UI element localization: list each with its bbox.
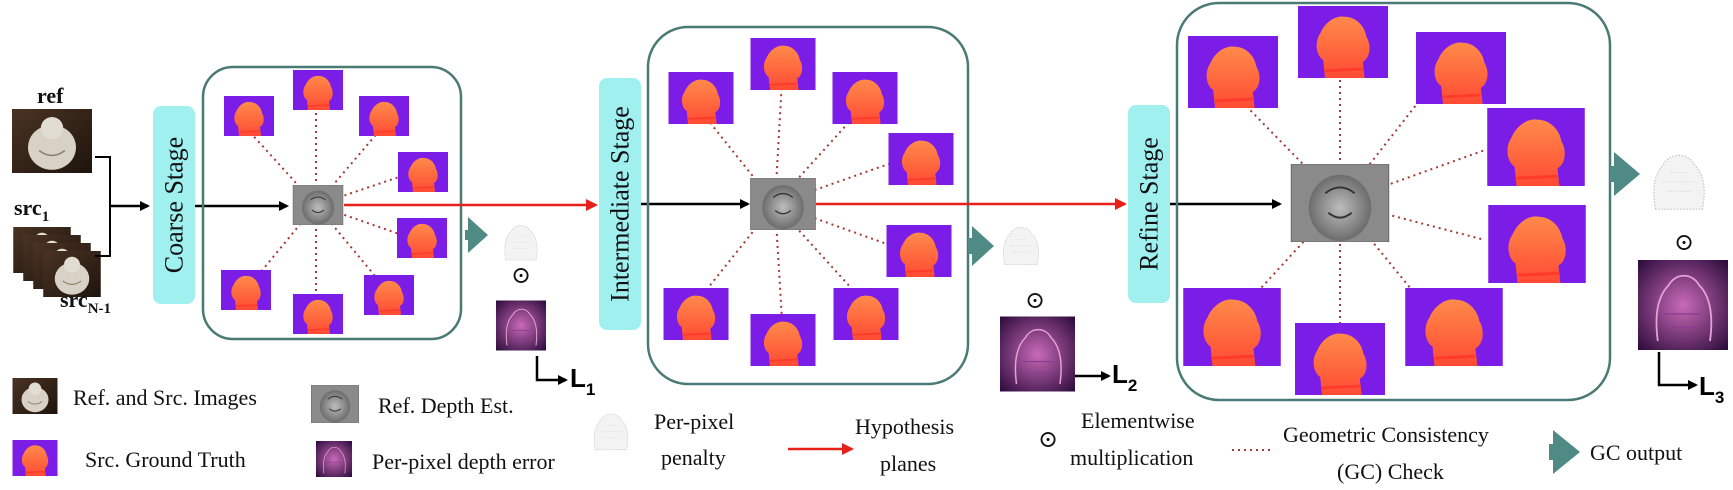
refine-src-gt-8 (1181, 288, 1283, 366)
src1-label: src1 (14, 195, 49, 225)
refine-src-gt-6 (1403, 288, 1505, 366)
coarse-loss-arrow (535, 356, 568, 385)
legend-hypothesis-text-1: Hypothesis (855, 414, 954, 439)
legend-gc-output-text: GC output (1590, 440, 1682, 465)
legend-elementwise-text-2: multiplication (1070, 445, 1193, 470)
legend-penalty-text-1: Per-pixel (654, 409, 734, 434)
legend-src-gt-text: Src. Ground Truth (85, 447, 246, 472)
legend-ref-src-icon (12, 378, 58, 414)
legend-depth-error-text: Per-pixel depth error (372, 449, 555, 474)
coarse-src-gt-6 (363, 275, 415, 315)
legend-gc-text-1: Geometric Consistency (1283, 422, 1489, 447)
legend-depth-est-icon (310, 385, 360, 423)
legend-gc-text-2: (GC) Check (1337, 459, 1444, 484)
coarse-src-gt-7 (292, 294, 344, 334)
coarse-elementwise-symbol: ⊙ (511, 263, 531, 289)
legend-gc-output-arrow (1553, 430, 1580, 474)
intermediate-src-gt-5 (886, 225, 952, 277)
coarse-stage-box (153, 106, 195, 304)
intermediate-stage-box (599, 78, 641, 330)
intermediate-src-gt-6 (833, 288, 899, 340)
refine-src-gt-3 (1414, 32, 1508, 104)
coarse-depth-error (496, 299, 546, 352)
intermediate-penalty (1003, 226, 1039, 266)
coarse-src-gt-2 (292, 70, 344, 110)
loss-l1: L1 (570, 363, 595, 399)
legend: Ref. and Src. Images Ref. Depth Est. Src… (12, 378, 1682, 484)
coarse-src-gt-8 (220, 270, 272, 310)
ref-label: ref (37, 83, 64, 108)
refine-depth-est (1290, 164, 1390, 242)
refine-loss-arrow (1657, 352, 1698, 390)
legend-depth-error-icon (315, 441, 353, 477)
intermediate-src-gt-7 (750, 314, 816, 366)
intermediate-depth-est (750, 178, 816, 230)
coarse-gc-lines (247, 110, 406, 298)
input-bracket (95, 156, 111, 257)
intermediate-src-gt-1 (668, 72, 734, 124)
refine-src-gt-2 (1296, 6, 1390, 78)
intermediate-stage-label: Intermediate Stage (606, 106, 635, 302)
intermediate-depth-error (1000, 316, 1075, 392)
intermediate-src-gt-4 (888, 133, 954, 185)
loss-l2: L2 (1112, 359, 1137, 395)
coarse-gc-output-arrow (468, 217, 488, 253)
refine-stage-box (1128, 105, 1170, 303)
coarse-src-gt-5 (396, 218, 448, 258)
legend-elementwise-text-1: Elementwise (1081, 408, 1195, 433)
refine-src-gt-4 (1485, 108, 1587, 186)
coarse-src-gt-4 (398, 152, 448, 192)
refine-panel (1175, 1, 1612, 402)
legend-ref-src-text: Ref. and Src. Images (73, 385, 257, 410)
coarse-src-gt-3 (358, 96, 410, 136)
coarse-depth-est (292, 185, 344, 225)
legend-depth-est-text: Ref. Depth Est. (378, 393, 514, 418)
intermediate-src-gt-8 (663, 288, 729, 340)
refine-stage-label: Refine Stage (1135, 137, 1164, 271)
legend-elementwise-symbol: ⊙ (1038, 427, 1058, 453)
intermediate-src-gt-3 (832, 72, 898, 124)
legend-penalty-icon (593, 413, 629, 451)
loss-l3: L3 (1699, 371, 1724, 407)
coarse-src-gt-1 (223, 96, 275, 136)
intermediate-panel (646, 25, 970, 386)
refine-elementwise-symbol: ⊙ (1674, 230, 1694, 256)
intermediate-gc-output-arrow (972, 226, 994, 266)
coarse-penalty (504, 225, 538, 261)
refine-src-gt-5 (1486, 205, 1588, 283)
legend-penalty-text-2: penalty (661, 445, 726, 470)
refine-depth-error (1638, 260, 1728, 350)
refine-src-gt-7 (1293, 323, 1387, 395)
srcN-label: srcN-1 (60, 287, 111, 317)
refine-gc-output-arrow (1614, 152, 1640, 196)
coarse-stage-label: Coarse Stage (160, 137, 189, 273)
legend-hypothesis-text-2: planes (880, 451, 936, 476)
refine-penalty (1653, 154, 1705, 210)
ref-image (12, 108, 92, 174)
intermediate-src-gt-2 (750, 38, 816, 90)
coarse-panel (201, 65, 463, 341)
legend-src-gt-icon (12, 440, 58, 476)
intermediate-elementwise-symbol: ⊙ (1025, 288, 1045, 314)
refine-src-gt-1 (1186, 36, 1280, 108)
